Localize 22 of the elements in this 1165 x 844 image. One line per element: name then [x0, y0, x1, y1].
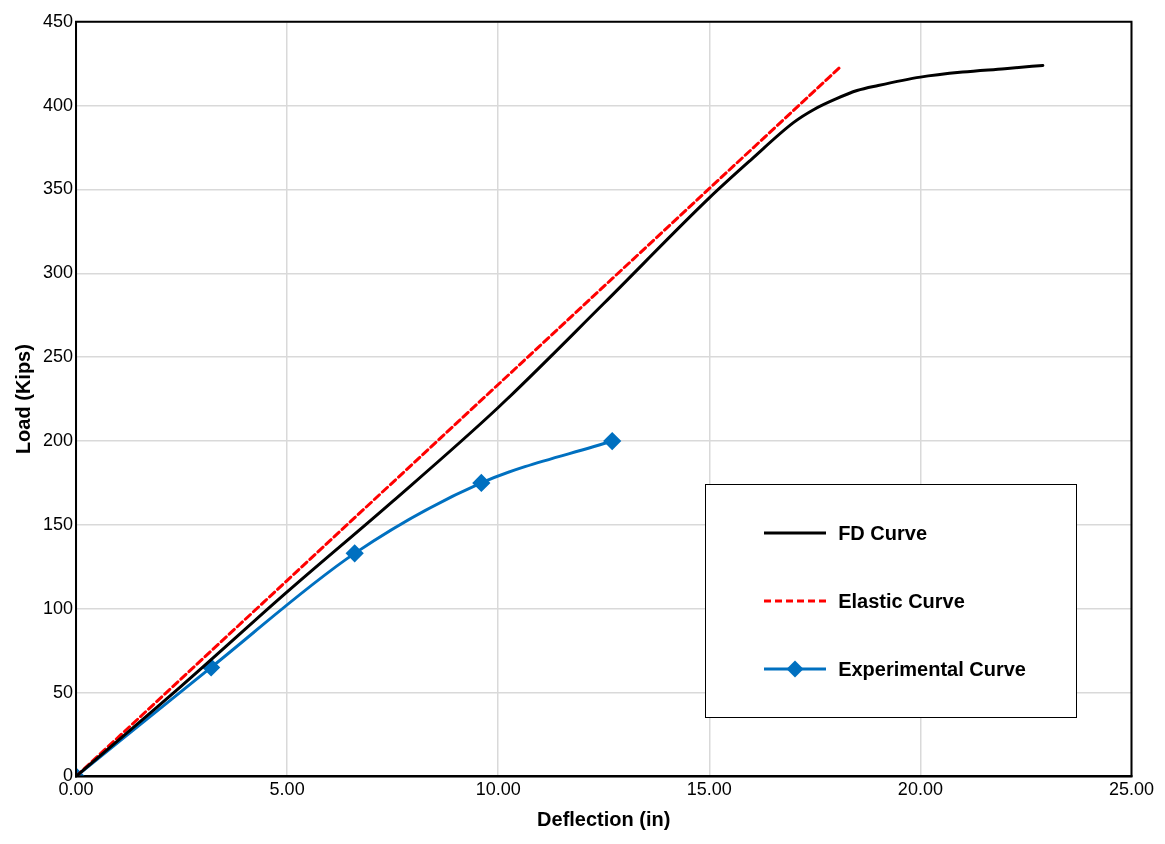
legend-label: Experimental Curve — [838, 657, 1026, 681]
x-tick-label: 5.00 — [269, 779, 305, 800]
x-axis-title: Deflection (in) — [537, 807, 671, 830]
x-tick-label: 25.00 — [1108, 779, 1154, 800]
y-tick-label: 350 — [42, 178, 74, 199]
legend-label: Elastic Curve — [838, 589, 965, 613]
y-tick-label: 450 — [42, 10, 74, 31]
y-tick-label: 400 — [42, 94, 74, 115]
x-tick-label: 20.00 — [897, 779, 943, 800]
point — [603, 432, 621, 450]
x-tick-label: 10.00 — [475, 779, 521, 800]
y-tick-label: 100 — [42, 597, 74, 618]
y-tick-label: 300 — [42, 262, 74, 283]
legend-label: FD Curve — [838, 521, 928, 545]
y-tick-label: 200 — [42, 429, 74, 450]
y-axis-title: Load (Kips) — [11, 344, 34, 455]
x-tick-label: 15.00 — [686, 779, 732, 800]
y-tick-label: 150 — [42, 513, 74, 534]
point — [346, 544, 364, 562]
y-tick-label: 250 — [42, 346, 74, 367]
y-tick-label: 50 — [53, 681, 74, 702]
point — [472, 474, 490, 492]
